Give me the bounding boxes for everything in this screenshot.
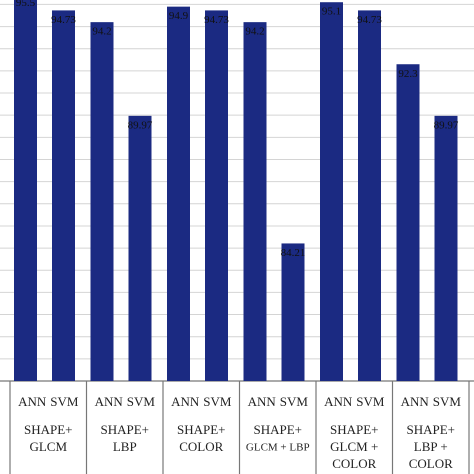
bar	[167, 6, 190, 381]
value-label: 84.21	[281, 247, 306, 259]
x-tick-label: SHAPE+	[24, 422, 73, 437]
x-tick-label: SHAPE+	[100, 422, 149, 437]
series-label: ANN	[324, 394, 353, 409]
x-tick-label: SHAPE+	[406, 422, 455, 437]
x-tick-label: COLOR	[332, 456, 376, 471]
value-label: 89.97	[434, 119, 459, 131]
bar	[434, 115, 458, 381]
bar	[90, 22, 114, 382]
series-label: SVM	[433, 394, 462, 409]
value-label: 95.5	[16, 0, 36, 9]
value-label: 94.9	[169, 10, 189, 22]
value-label: 94.73	[357, 14, 382, 26]
bar	[396, 64, 420, 381]
value-label: 94.73	[204, 14, 229, 26]
x-tick-label: GLCM +	[330, 439, 378, 454]
series-label: ANN	[95, 394, 124, 409]
x-tick-label: SHAPE+	[253, 422, 302, 437]
series-label: SVM	[356, 394, 385, 409]
x-tick-label: COLOR	[409, 456, 453, 471]
x-tick-label: SHAPE+	[177, 422, 226, 437]
value-label: 89.97	[128, 119, 153, 131]
x-tick-label: LBP	[113, 439, 137, 454]
value-label: 94.2	[92, 26, 111, 38]
x-tick-label: SHAPE+	[330, 422, 379, 437]
bar	[320, 2, 343, 381]
value-label: 92.3	[398, 68, 418, 80]
x-tick-label: COLOR	[179, 439, 223, 454]
bar	[52, 10, 75, 382]
series-label: SVM	[50, 394, 79, 409]
bar	[281, 243, 305, 381]
x-tick-label: GLCM + LBP	[246, 442, 310, 454]
x-tick-label: LBP +	[414, 439, 448, 454]
series-label: SVM	[280, 394, 309, 409]
bar	[14, 0, 37, 382]
series-label: ANN	[401, 394, 430, 409]
x-tick-label: GLCM	[29, 439, 67, 454]
bar	[243, 22, 267, 382]
series-label: SVM	[127, 394, 156, 409]
series-label: ANN	[171, 394, 200, 409]
value-label: 94.2	[245, 26, 264, 38]
series-label: SVM	[203, 394, 232, 409]
bar	[205, 10, 228, 382]
series-label: ANN	[248, 394, 277, 409]
value-label: 95.1	[322, 6, 341, 18]
bar	[358, 10, 381, 382]
bar	[128, 115, 152, 381]
series-label: ANN	[18, 394, 47, 409]
value-label: 94.73	[51, 14, 76, 26]
